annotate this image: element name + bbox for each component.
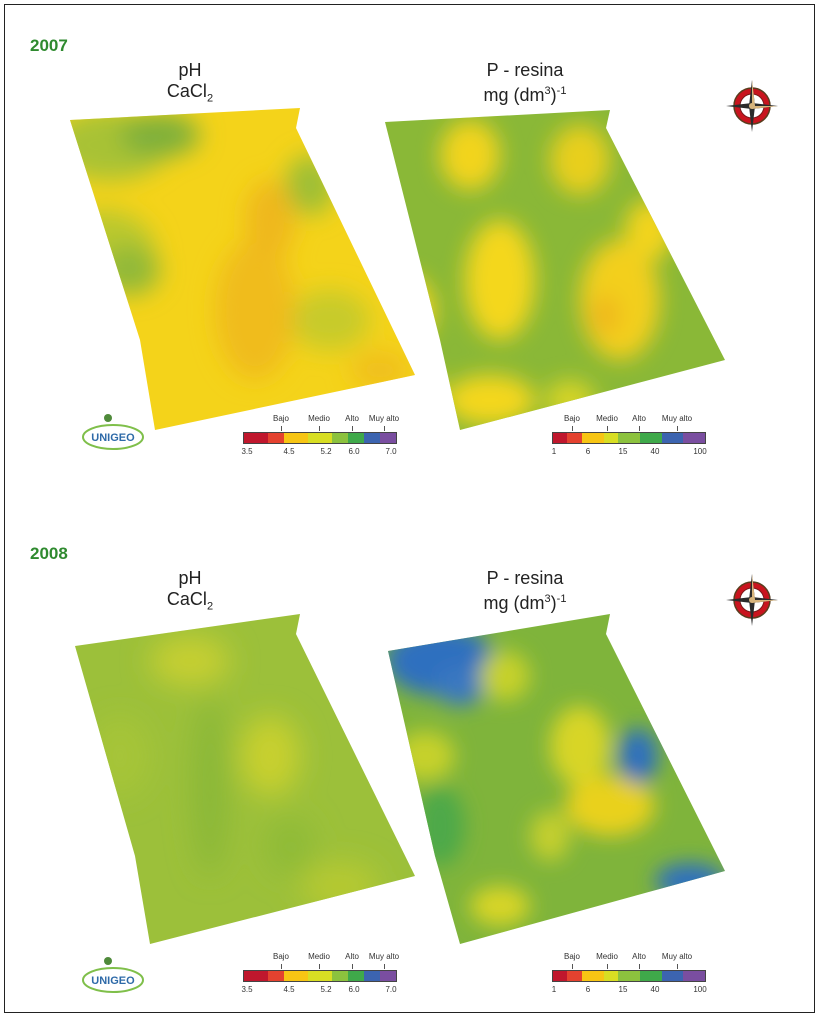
unigeo-logo: UNIGEO xyxy=(82,957,144,993)
ph-map-2007 xyxy=(70,108,415,430)
p-resina-color-scale-2007 xyxy=(552,432,706,444)
ph-color-scale-2008 xyxy=(243,970,397,982)
p-resina-title-2008: P - resina mg (dm3)-1 xyxy=(483,568,567,613)
p-resina-map-2007 xyxy=(385,110,725,430)
year-label-2008: 2008 xyxy=(30,544,68,563)
ph-map-2008 xyxy=(75,614,415,944)
p-resina-legend-2008: Bajo Medio Alto Muy alto 1 6 15 40 100 xyxy=(551,952,707,994)
figure-frame xyxy=(4,4,815,1013)
compass-rose-icon xyxy=(726,80,778,132)
compass-rose-icon xyxy=(726,574,778,626)
ph-color-scale-2007 xyxy=(243,432,397,444)
year-label-2007: 2007 xyxy=(30,36,68,55)
unigeo-logo: UNIGEO xyxy=(82,414,144,450)
ph-legend-2008: Bajo Medio Alto Muy alto 3.5 4.5 5.2 6.0… xyxy=(241,952,400,994)
ph-title-2008: pH CaCl2 xyxy=(166,568,214,613)
ph-title-2007: pH CaCl2 xyxy=(166,60,214,105)
svg-text:UNIGEO: UNIGEO xyxy=(91,975,135,987)
p-resina-legend-2007: Bajo Medio Alto Muy alto 1 6 15 40 100 xyxy=(551,414,707,456)
p-resina-map-2008 xyxy=(388,614,725,944)
p-resina-title-2007: P - resina mg (dm3)-1 xyxy=(483,60,567,105)
p-resina-color-scale-2008 xyxy=(552,970,706,982)
svg-text:UNIGEO: UNIGEO xyxy=(91,432,135,444)
ph-legend-2007: Bajo Medio Alto Muy alto 3.5 4.5 5.2 6.0… xyxy=(241,414,400,456)
